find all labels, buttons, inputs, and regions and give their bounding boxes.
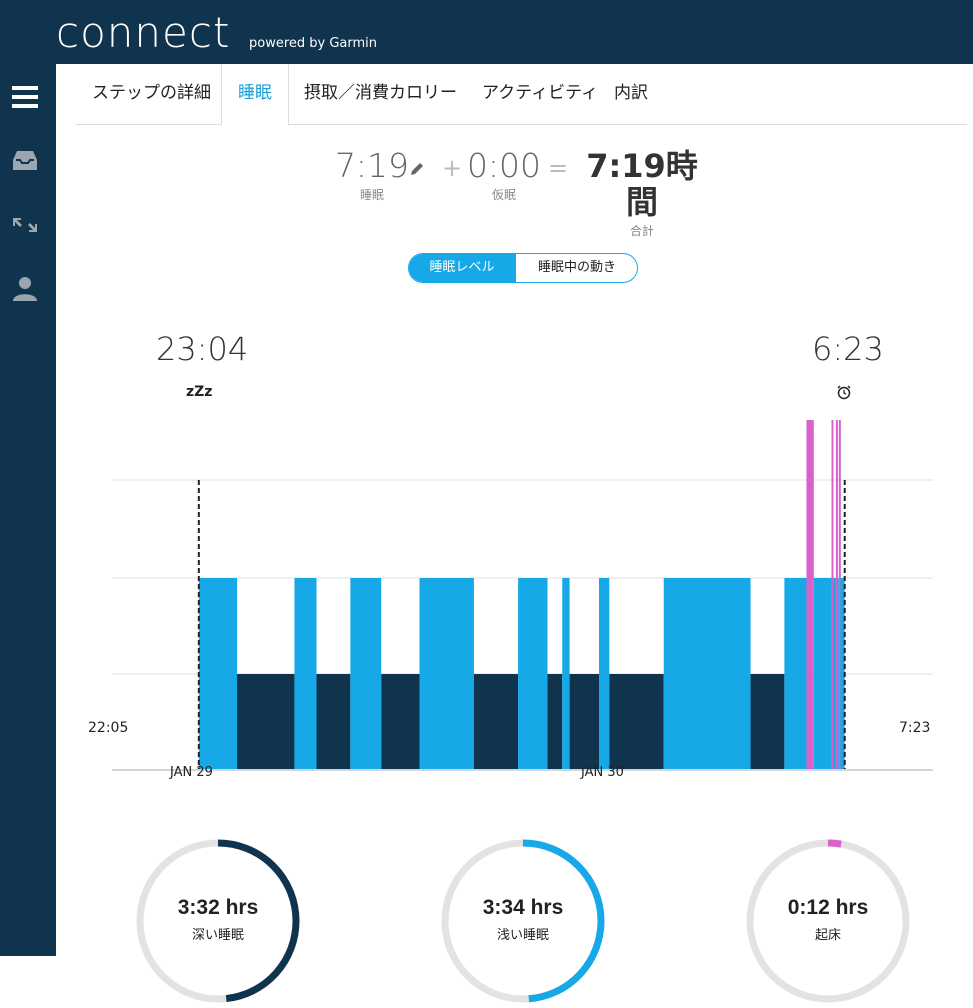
- sleep-start-time: 23:04: [156, 330, 249, 368]
- sleep-segment-deep: [609, 674, 664, 770]
- sleep-segment-deep: [750, 674, 785, 770]
- user-icon[interactable]: [10, 274, 40, 304]
- sidebar: [0, 64, 56, 956]
- sleep-segment-light: [518, 578, 548, 770]
- equals-sign: =: [548, 154, 569, 182]
- sleep-segment-deep: [237, 674, 295, 770]
- sleep-segment-light: [832, 578, 836, 770]
- connections-icon[interactable]: [10, 210, 40, 240]
- date-label-1: JAN 29: [170, 765, 213, 780]
- tab-sleep[interactable]: 睡眠: [221, 64, 289, 126]
- sleep-segment-light: [350, 578, 382, 770]
- awake-ring[interactable]: 0:12 hrs 起床: [745, 838, 911, 1004]
- sleep-segment-light: [562, 578, 570, 770]
- deep-sleep-label: 深い睡眠: [191, 928, 244, 943]
- light-sleep-value: 3:34 hrs: [482, 896, 564, 919]
- nap-duration: 0:00 仮眠: [464, 148, 544, 203]
- sleep-segment-light: [294, 578, 317, 770]
- sleep-segment-light: [784, 578, 807, 770]
- light-sleep-ring[interactable]: 3:34 hrs 浅い睡眠: [440, 838, 606, 1004]
- sleep-duration: 7:19 睡眠: [334, 148, 434, 203]
- date-label-2: JAN 30: [581, 765, 624, 780]
- alarm-clock-icon: [836, 384, 852, 404]
- sleep-segment-awake: [838, 420, 841, 770]
- tab-step-details[interactable]: ステップの詳細: [92, 83, 211, 103]
- sleep-segment-light: [837, 578, 839, 770]
- sleep-duration-label: 睡眠: [359, 188, 384, 202]
- total-duration: 7:19時間 合計: [572, 148, 712, 239]
- sleep-segment-deep: [547, 674, 563, 770]
- sleep-segment-awake: [831, 420, 834, 770]
- sleep-segment-deep: [473, 674, 519, 770]
- axis-start-label: 22:05: [88, 720, 129, 736]
- total-duration-label: 合計: [629, 224, 654, 238]
- awake-value: 0:12 hrs: [787, 896, 869, 919]
- plus-sign: +: [442, 154, 463, 182]
- tab-activity[interactable]: アクティビティ: [482, 83, 599, 103]
- view-toggle: 睡眠レベル 睡眠中の動き: [408, 253, 638, 283]
- awake-label: 起床: [814, 928, 841, 943]
- sleep-segment-light: [599, 578, 610, 770]
- deep-sleep-value: 3:32 hrs: [177, 896, 259, 919]
- axis-end-label: 7:23: [899, 720, 931, 736]
- sleep-segment-deep: [316, 674, 351, 770]
- sleep-end-time: 6:23: [812, 330, 884, 368]
- inbox-icon[interactable]: [10, 146, 40, 176]
- toggle-sleep-levels[interactable]: 睡眠レベル: [409, 254, 515, 282]
- sleep-segment-light: [663, 578, 751, 770]
- light-sleep-label: 浅い睡眠: [496, 928, 549, 943]
- sleep-segment-awake: [806, 420, 814, 770]
- toggle-sleep-movement[interactable]: 睡眠中の動き: [515, 254, 637, 282]
- sleep-segment-light: [198, 578, 238, 770]
- sleep-segment-light: [813, 578, 832, 770]
- logo-text: connect: [56, 8, 231, 57]
- sleep-segment-light: [840, 578, 845, 770]
- top-bar: connect powered by Garmin: [0, 0, 973, 64]
- menu-icon[interactable]: [10, 82, 40, 112]
- awake-arc: [746, 839, 910, 1003]
- deep-sleep-arc: [136, 839, 300, 1003]
- main-content: ステップの詳細 睡眠 摂取／消費カロリー アクティビティ 内訳 7:19 睡眠 …: [56, 64, 973, 1003]
- tab-bar: ステップの詳細 睡眠 摂取／消費カロリー アクティビティ 内訳: [76, 64, 967, 126]
- deep-sleep-ring[interactable]: 3:32 hrs 深い睡眠: [135, 838, 301, 1004]
- sleep-start-marker: zZz: [186, 384, 213, 400]
- tab-calories[interactable]: 摂取／消費カロリー: [304, 83, 457, 103]
- light-sleep-arc: [441, 839, 605, 1003]
- sleep-segment-deep: [381, 674, 420, 770]
- powered-by-text: powered by Garmin: [249, 36, 378, 51]
- connect-logo[interactable]: connect powered by Garmin: [56, 8, 377, 57]
- tab-breakdown[interactable]: 内訳: [614, 83, 648, 103]
- sleep-duration-value: 7:19: [334, 146, 410, 185]
- sleep-levels-chart: [112, 420, 933, 771]
- nap-duration-label: 仮眠: [491, 188, 516, 202]
- total-duration-value: 7:19時間: [586, 147, 698, 221]
- nap-duration-value: 0:00: [466, 146, 542, 185]
- edit-icon[interactable]: [408, 160, 426, 182]
- sleep-segment-light: [419, 578, 474, 770]
- sleep-segment-awake: [835, 420, 838, 770]
- sleep-segment-deep: [569, 674, 600, 770]
